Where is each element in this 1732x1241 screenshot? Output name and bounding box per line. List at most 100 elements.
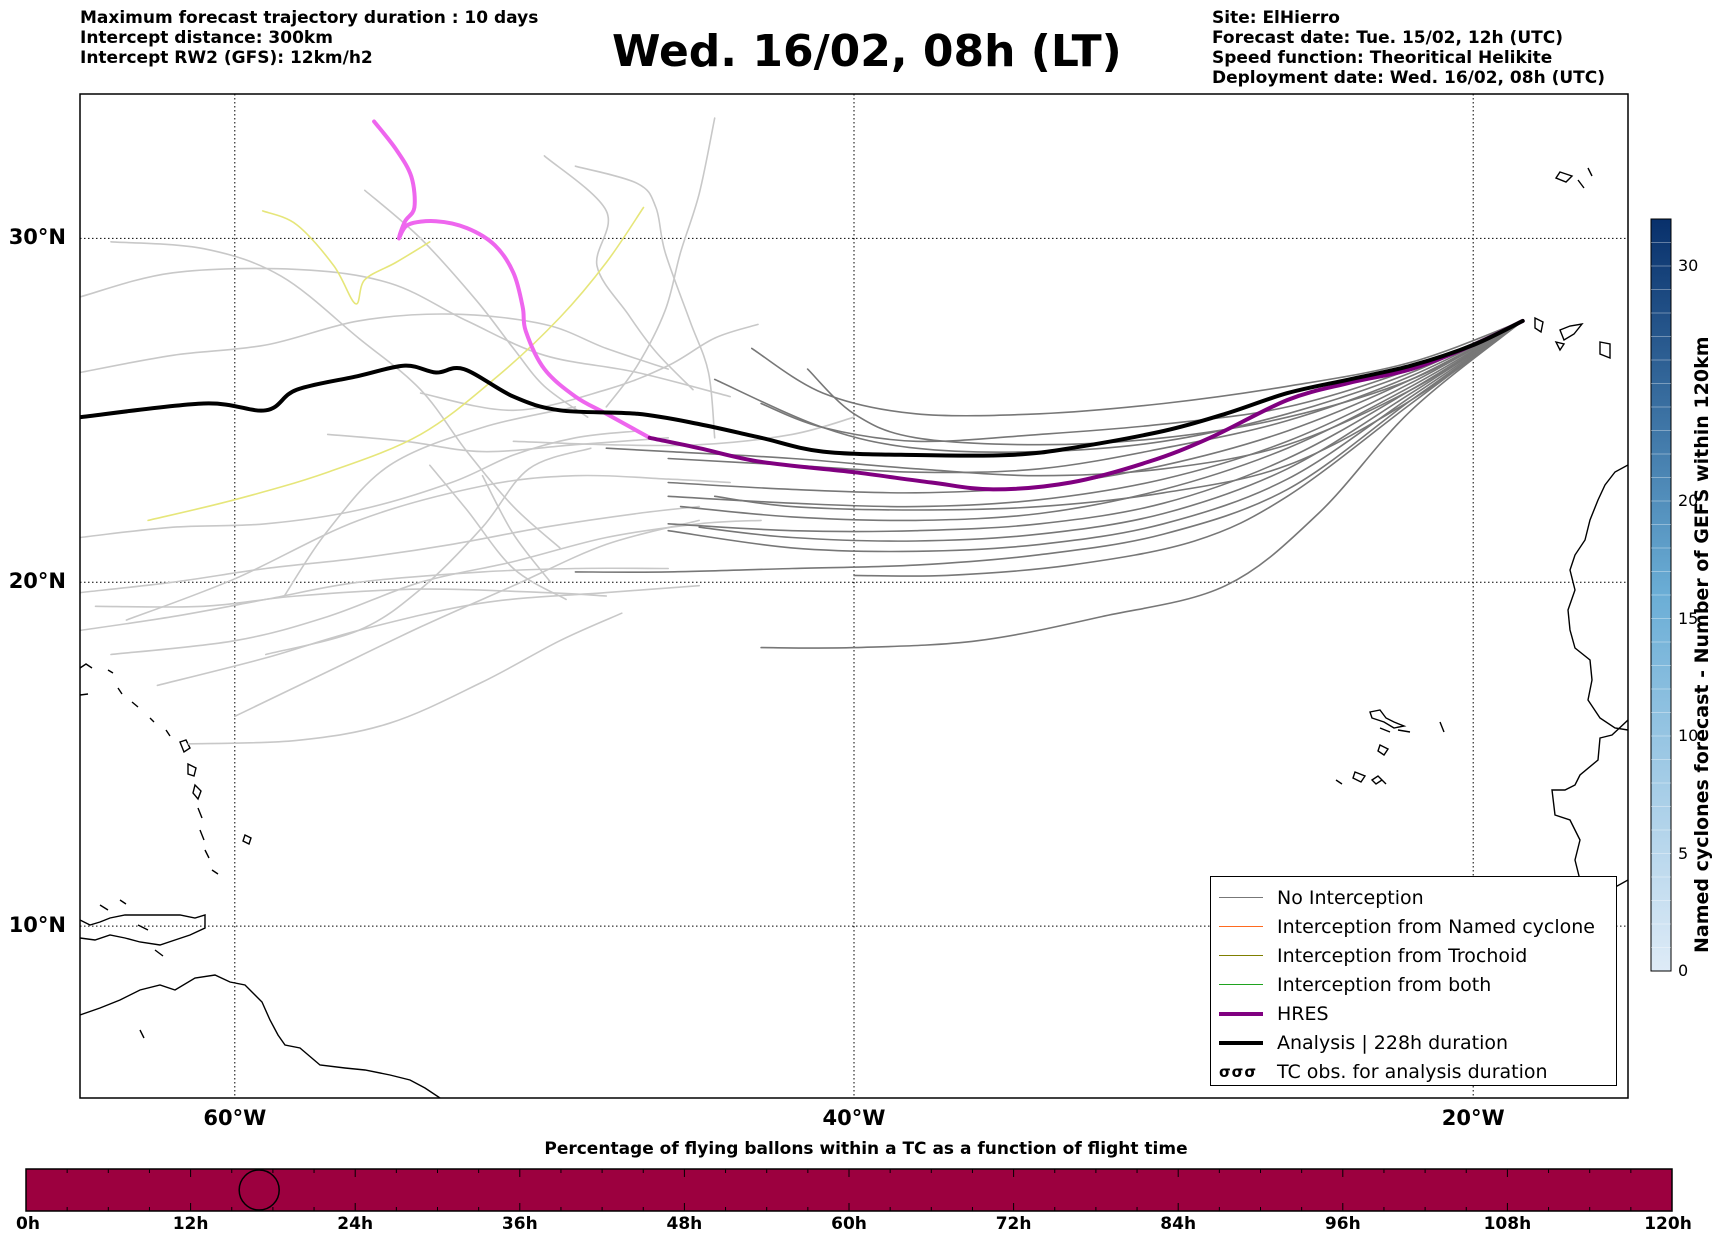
forecast-date-text: Forecast date: Tue. 15/02, 12h (UTC): [1212, 28, 1563, 48]
forecast-info: Site: ElHierro Forecast date: Tue. 15/02…: [1212, 8, 1605, 88]
progress-marker: [238, 1169, 280, 1211]
faded-track: [125, 474, 731, 621]
progress-bar-title: Percentage of flying ballons within a TC…: [544, 1139, 1188, 1159]
lon-tick-label: 20°W: [1441, 1106, 1505, 1130]
faded-track: [419, 323, 759, 412]
tc-obs-icon: σσσ: [1219, 1062, 1258, 1081]
colorbar-tick-label: 30: [1678, 256, 1699, 275]
faded-track: [94, 588, 608, 608]
faded-track: [543, 155, 694, 391]
lat-tick-label: 30°N: [8, 225, 66, 250]
faded-track: [481, 474, 552, 583]
yellow-track-hook: [261, 210, 431, 305]
no-interception-track: [713, 320, 1524, 511]
intercept-rw2-text: Intercept RW2 (GFS): 12km/h2: [80, 48, 373, 68]
magenta-member-track: [372, 119, 652, 440]
legend-label: No Interception: [1277, 886, 1424, 909]
colorbar: [1650, 218, 1672, 972]
legend-swatch: [1219, 1040, 1263, 1045]
faded-track: [110, 519, 762, 656]
colorbar-tick-label: 10: [1678, 726, 1699, 745]
hres-track-line: [647, 318, 1525, 492]
island-chain: [80, 663, 252, 1039]
progress-bar-tick-label: 0h: [16, 1214, 40, 1234]
no-interception-track: [667, 320, 1524, 553]
progress-bar-tick-label: 72h: [995, 1214, 1032, 1234]
south-america-coast: [80, 974, 441, 1098]
no-interception-track: [713, 320, 1524, 453]
faded-track: [605, 117, 716, 408]
legend-item-trochoid: Interception from Trochoid: [1211, 941, 1616, 970]
legend-swatch: [1219, 926, 1263, 927]
faded-track: [156, 584, 700, 687]
yellow-member-track: [147, 206, 645, 522]
map-border: [79, 93, 1629, 1099]
deployment-date-text: Deployment date: Wed. 16/02, 08h (UTC): [1212, 68, 1606, 88]
faded-track: [80, 313, 669, 374]
no-interception-track: [679, 320, 1524, 522]
progress-bar-tick-label: 108h: [1483, 1214, 1532, 1234]
speed-function-text: Speed function: Theoritical Helikite: [1212, 48, 1553, 68]
legend-swatch: [1219, 1011, 1263, 1016]
progress-bar-tick-label: 96h: [1324, 1214, 1361, 1234]
legend-label: Interception from both: [1277, 973, 1492, 996]
progress-bar-tick-label: 84h: [1160, 1214, 1197, 1234]
faded-track: [187, 612, 623, 745]
faded-track: [429, 464, 567, 601]
lat-tick-label: 20°N: [8, 569, 66, 594]
no-interception-track: [667, 320, 1524, 508]
faded-track: [110, 241, 561, 549]
progress-bar-tick-label: 48h: [666, 1214, 703, 1234]
progress-bar-ticks: [25, 1169, 1673, 1211]
legend-item-both: Interception from both: [1211, 970, 1616, 999]
ensemble-faded-tracks: [80, 117, 855, 745]
colorbar-tick-label: 15: [1678, 608, 1699, 628]
faded-track: [283, 406, 577, 597]
faded-track: [574, 165, 716, 439]
progress-bar-tick-label: 12h: [172, 1214, 209, 1234]
caribbean-coast: [80, 914, 206, 946]
hres-track: [647, 318, 1525, 492]
progress-bar-tick-label: 60h: [831, 1214, 867, 1234]
no-interception-track: [667, 320, 1524, 533]
cape-verde-islands: [1335, 709, 1445, 785]
faded-track: [80, 267, 731, 398]
coastlines: [80, 167, 1628, 1098]
legend-label: HRES: [1277, 1002, 1329, 1025]
no-interception-track: [760, 320, 1524, 649]
site-text: Site: ElHierro: [1212, 8, 1340, 28]
legend-item-no-interception: No Interception: [1211, 883, 1616, 912]
analysis-track-line: [80, 318, 1525, 458]
faded-track: [80, 567, 669, 632]
legend-item-hres: HRES: [1211, 999, 1616, 1028]
faded-track: [364, 189, 589, 418]
colorbar-tick-label: 0: [1678, 961, 1689, 980]
legend-swatch: [1219, 955, 1263, 956]
analysis-track: [80, 318, 1525, 458]
legend: No Interception Interception from Named …: [1210, 876, 1617, 1086]
legend-item-analysis: Analysis | 228h duration: [1211, 1028, 1616, 1057]
legend-label: Analysis | 228h duration: [1277, 1031, 1509, 1054]
legend-swatch: [1219, 897, 1263, 898]
colorbar-levels: [1651, 242, 1671, 948]
progress-bar-tick-label: 120h: [1644, 1214, 1692, 1234]
colorbar-tick-label: 5: [1678, 843, 1689, 863]
ensemble-no-interception-tracks: [574, 320, 1524, 649]
max-duration-text: Maximum forecast trajectory duration : 1…: [80, 8, 539, 28]
legend-label: Interception from Named cyclone: [1277, 915, 1595, 938]
lon-tick-label: 40°W: [822, 1106, 886, 1130]
progress-bar-tick-label: 36h: [501, 1214, 538, 1234]
progress-bar-tick-label: 24h: [337, 1214, 374, 1234]
lat-tick-label: 10°N: [8, 913, 66, 938]
lon-tick-label: 60°W: [203, 1106, 267, 1130]
colorbar-title: Named cyclones forecast - Number of GEFS…: [1691, 336, 1713, 953]
trajectory-parameters: Maximum forecast trajectory duration : 1…: [80, 8, 538, 68]
legend-item-named-cyclone: Interception from Named cyclone: [1211, 912, 1616, 941]
faded-track: [234, 519, 700, 718]
legend-swatch: [1219, 984, 1263, 985]
no-interception-track: [605, 320, 1524, 477]
magenta-track-line: [372, 119, 652, 440]
faded-track: [265, 447, 592, 656]
faded-track: [326, 433, 669, 453]
